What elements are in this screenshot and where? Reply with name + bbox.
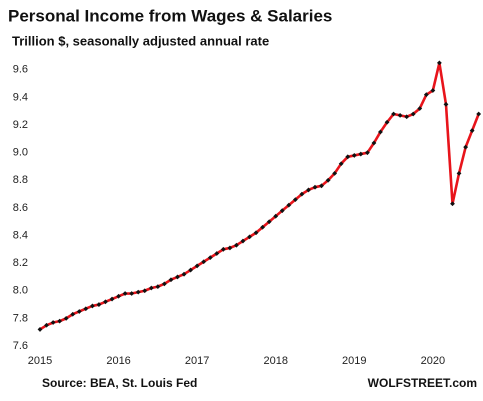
data-line: [39, 61, 480, 331]
data-point: [443, 101, 449, 107]
data-point: [410, 111, 416, 117]
data-point: [299, 191, 305, 197]
data-point: [76, 309, 82, 314]
data-point: [109, 296, 115, 302]
data-point: [365, 150, 370, 156]
chart-title: Personal Income from Wages & Salaries: [8, 6, 332, 25]
data-point: [63, 315, 69, 321]
data-point: [371, 140, 377, 146]
data-point: [266, 219, 272, 225]
y-tick-label: 9.4: [13, 91, 28, 103]
data-point: [188, 267, 194, 273]
data-point: [253, 230, 259, 236]
data-point: [391, 111, 396, 117]
data-point: [358, 151, 364, 157]
data-point: [234, 242, 239, 248]
watermark: WOLFSTREET.com: [368, 376, 477, 390]
x-tick-label: 2015: [28, 355, 52, 367]
data-point: [83, 306, 89, 312]
data-point: [142, 288, 148, 294]
y-tick-label: 8.8: [13, 174, 28, 186]
data-point: [384, 119, 390, 125]
data-point: [273, 213, 279, 219]
data-point: [292, 197, 298, 203]
data-point: [129, 291, 135, 296]
data-point: [37, 327, 43, 332]
data-point: [397, 112, 403, 118]
y-tick-label: 7.6: [13, 340, 28, 352]
data-point: [378, 129, 383, 135]
y-tick-label: 8.2: [13, 257, 28, 269]
data-point: [214, 251, 220, 256]
data-point: [240, 238, 246, 244]
data-point: [116, 293, 121, 299]
x-tick-label: 2019: [342, 355, 366, 367]
y-tick-label: 8.0: [13, 285, 28, 297]
data-point: [338, 161, 344, 167]
data-point: [286, 202, 292, 208]
data-point: [220, 246, 226, 252]
data-point: [279, 208, 285, 214]
data-point: [312, 184, 318, 190]
data-point: [247, 234, 252, 240]
data-point: [345, 154, 351, 160]
data-point: [50, 320, 56, 325]
data-point: [306, 187, 311, 193]
data-point: [90, 303, 95, 309]
data-point: [423, 92, 429, 98]
data-point: [260, 224, 265, 230]
data-point: [148, 285, 154, 291]
data-point: [325, 177, 331, 183]
data-point: [207, 255, 213, 261]
x-tick-label: 2016: [106, 355, 130, 367]
data-point: [181, 271, 187, 277]
x-tick-label: 2020: [421, 355, 445, 367]
y-tick-label: 8.6: [13, 202, 28, 214]
data-point: [319, 183, 324, 189]
data-point: [96, 302, 102, 307]
data-point: [194, 263, 200, 269]
data-point: [44, 322, 49, 328]
data-point: [469, 128, 475, 133]
y-tick-label: 9.2: [13, 119, 28, 131]
data-point: [57, 318, 63, 324]
data-point: [161, 281, 167, 287]
source-note: Source: BEA, St. Louis Fed: [42, 376, 197, 390]
data-point: [463, 144, 469, 150]
data-point: [430, 88, 436, 93]
data-point: [476, 111, 482, 117]
y-tick-label: 9.0: [13, 147, 28, 159]
data-point: [450, 201, 455, 207]
data-point: [456, 170, 462, 176]
chart-subtitle: Trillion $, seasonally adjusted annual r…: [12, 33, 269, 48]
data-point: [332, 170, 338, 176]
x-tick-label: 2018: [263, 355, 287, 367]
data-point: [135, 289, 141, 295]
data-point: [417, 106, 423, 111]
y-tick-label: 9.6: [13, 64, 28, 76]
y-tick-label: 7.8: [13, 312, 28, 324]
y-tick-label: 8.4: [13, 229, 28, 241]
x-tick-label: 2017: [185, 355, 209, 367]
data-point: [70, 311, 76, 317]
data-point: [201, 259, 207, 265]
data-point: [404, 114, 410, 120]
data-point: [351, 153, 357, 158]
data-point: [103, 299, 108, 305]
data-point: [175, 274, 180, 280]
data-point: [227, 245, 233, 251]
data-point: [168, 277, 174, 283]
data-point: [155, 284, 161, 290]
data-point: [436, 60, 442, 66]
data-point: [122, 291, 128, 296]
